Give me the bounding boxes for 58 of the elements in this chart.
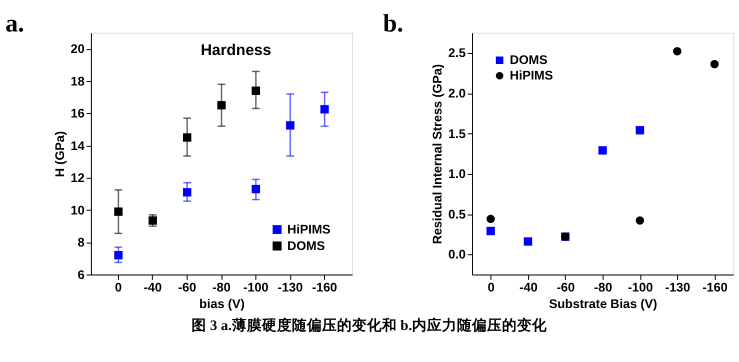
x-tick-label: -40 — [144, 280, 162, 294]
caption: 图 3 a.薄膜硬度随偏压的变化和 b.内应力随偏压的变化 — [191, 316, 548, 334]
y-tick-label: 8 — [78, 236, 85, 250]
x-tick-label: 0 — [114, 280, 122, 294]
point — [486, 214, 495, 224]
x-tick-label: -160 — [702, 280, 728, 294]
annotation: Hardness — [200, 42, 272, 59]
point — [636, 216, 644, 225]
x-tick-label: -130 — [665, 280, 690, 294]
y-tick-label: 14 — [70, 138, 85, 153]
point — [636, 126, 644, 134]
x-tick-label: -80 — [212, 280, 231, 294]
y-tick-label: 6 — [78, 268, 85, 282]
y-tick-label: 18 — [70, 74, 85, 88]
x-tick-label: -60 — [178, 280, 196, 294]
y-tick-label: 0.0 — [448, 248, 466, 262]
x-axis-title: bias (V) — [199, 296, 245, 311]
x-tick-label: -100 — [243, 280, 268, 294]
point — [217, 101, 226, 110]
y-axis-title: H (GPa) — [52, 131, 67, 178]
y-tick-label: 2.0 — [448, 86, 466, 101]
y-tick-label: 12 — [70, 171, 85, 186]
y-axis-title: Residual Internal Stress (GPa) — [430, 64, 444, 244]
x-axis-title: Substrate Bias (V) — [548, 296, 658, 311]
legend-label: DOMS — [287, 238, 325, 253]
point — [320, 105, 329, 114]
y-tick-label: 16 — [70, 106, 85, 121]
point — [114, 251, 123, 260]
point — [710, 60, 719, 68]
chart-title: b. — [382, 10, 404, 38]
x-tick-label: 0 — [488, 280, 495, 294]
x-tick-label: -40 — [519, 280, 538, 294]
point — [114, 207, 123, 216]
legend-label: HiPIMS — [510, 68, 554, 83]
x-tick-label: -130 — [278, 280, 303, 294]
y-tick-label: 20 — [70, 42, 85, 56]
point — [673, 47, 682, 56]
x-tick-label: -100 — [628, 280, 653, 294]
point — [182, 188, 192, 196]
x-tick-label: -60 — [556, 280, 575, 294]
x-tick-label: -160 — [312, 280, 338, 294]
y-tick-label: 1.5 — [448, 126, 466, 141]
point — [486, 226, 495, 236]
point — [252, 86, 260, 95]
legend-label: DOMS — [510, 53, 548, 68]
y-tick-label: 1.0 — [448, 167, 466, 182]
x-tick-label: -80 — [594, 280, 612, 294]
chart-title: a. — [5, 10, 24, 38]
y-tick-label: 2.5 — [448, 46, 466, 60]
point — [286, 121, 294, 130]
point — [598, 146, 607, 155]
y-tick-label: 10 — [70, 203, 85, 218]
point — [182, 133, 192, 142]
point — [252, 184, 260, 194]
point — [148, 216, 157, 225]
legend-label: HiPIMS — [287, 222, 331, 236]
y-tick-label: 0.5 — [448, 207, 466, 222]
point — [524, 237, 532, 246]
